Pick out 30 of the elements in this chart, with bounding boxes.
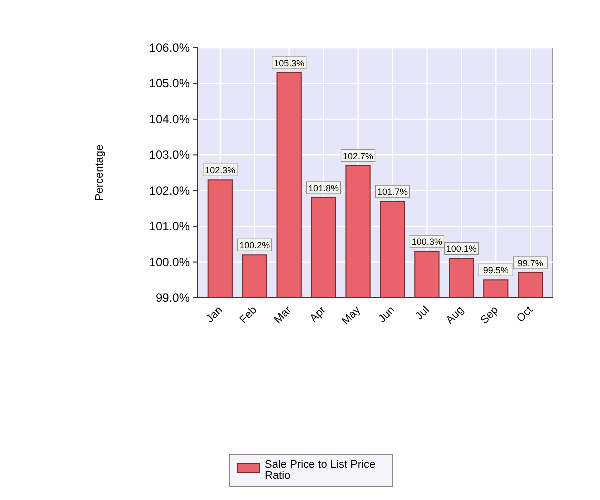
legend-label: Sale Price to List Price Ratio bbox=[265, 459, 376, 482]
data-label: 99.7% bbox=[518, 258, 544, 268]
data-label: 102.7% bbox=[343, 151, 374, 162]
data-label: 105.3% bbox=[274, 58, 305, 68]
x-tick-label: Mar bbox=[272, 304, 294, 326]
data-label: 101.8% bbox=[308, 184, 340, 194]
y-axis-title: Percentage bbox=[94, 144, 106, 202]
y-tick-label: 106.0% bbox=[149, 41, 190, 55]
y-tick-label: 99.0% bbox=[156, 291, 190, 305]
data-label: 100.3% bbox=[412, 237, 442, 248]
y-tick-label: 101.0% bbox=[149, 220, 190, 234]
y-tick-label: 100.0% bbox=[149, 255, 190, 270]
data-label: 100.2% bbox=[240, 240, 270, 251]
x-tick-label: Jul bbox=[414, 304, 432, 323]
data-label: 99.5% bbox=[483, 266, 509, 276]
y-tick-label: 102.0% bbox=[149, 184, 190, 198]
x-tick-label: May bbox=[340, 304, 364, 328]
x-tick-label: Jun bbox=[376, 304, 398, 326]
y-tick-label: 105.0% bbox=[149, 76, 190, 91]
x-tick-label: Oct bbox=[514, 304, 536, 325]
y-tick-label: 103.0% bbox=[149, 148, 190, 162]
data-label: 100.1% bbox=[446, 244, 477, 254]
y-tick-label: 104.0% bbox=[149, 112, 190, 126]
data-label: 102.3% bbox=[205, 166, 236, 176]
x-tick-label: Aug bbox=[444, 304, 467, 327]
x-tick-label: Apr bbox=[308, 304, 329, 325]
x-tick-label: Feb bbox=[238, 304, 260, 326]
data-label: 101.7% bbox=[377, 187, 408, 198]
x-tick-label: Sep bbox=[478, 304, 501, 327]
x-tick-label: Jan bbox=[204, 304, 226, 326]
